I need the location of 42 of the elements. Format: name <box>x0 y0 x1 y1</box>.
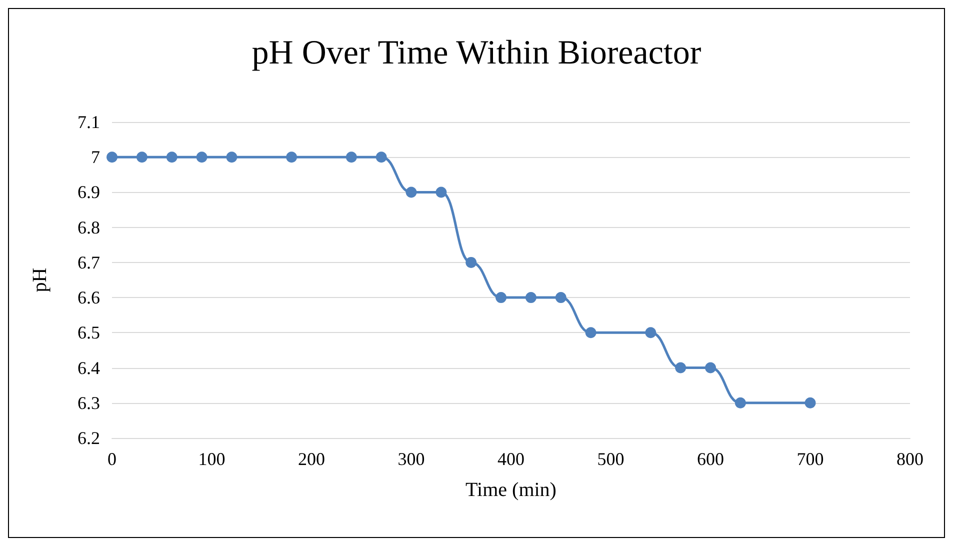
x-tick-label: 100 <box>198 449 226 469</box>
point <box>226 152 238 163</box>
point <box>804 397 816 408</box>
y-tick-label: 6.9 <box>78 182 100 202</box>
x-tick-label: 0 <box>108 449 116 469</box>
y-tick-label: 6.5 <box>78 322 100 343</box>
x-tick-label: 800 <box>896 449 924 469</box>
point <box>585 327 596 338</box>
point <box>734 397 746 408</box>
point <box>166 152 178 163</box>
y-tick-label: 6.3 <box>78 392 100 413</box>
y-tick-label: 6.6 <box>78 288 100 308</box>
point <box>675 362 686 374</box>
y-tick-label: 6.4 <box>78 358 100 378</box>
point <box>705 362 716 374</box>
point <box>645 327 656 338</box>
point <box>346 152 357 163</box>
x-tick-label: 500 <box>597 449 624 469</box>
chart-title: pH Over Time Within Bioreactor <box>252 34 702 72</box>
x-tick-label: 700 <box>796 449 824 469</box>
x-tick-label: 400 <box>498 449 524 469</box>
point <box>196 152 208 163</box>
y-tick-label: 6.7 <box>78 252 100 272</box>
y-tick-label: 7.1 <box>78 112 100 132</box>
x-tick-label: 600 <box>697 449 724 469</box>
y-tick-label: 7 <box>91 147 100 168</box>
point <box>406 186 417 198</box>
point <box>496 292 507 304</box>
y-axis-title: pH <box>29 268 51 292</box>
point <box>436 186 447 198</box>
point <box>136 152 148 163</box>
x-tick-label: 300 <box>398 449 425 469</box>
point <box>106 152 118 163</box>
point <box>466 256 477 268</box>
point <box>525 292 536 304</box>
point <box>555 292 566 304</box>
y-tick-label: 6.2 <box>78 428 100 448</box>
point <box>286 152 298 163</box>
x-tick-label: 200 <box>298 449 325 469</box>
y-tick-label: 6.8 <box>78 217 100 238</box>
point <box>376 152 387 163</box>
x-axis-title: Time (min) <box>466 479 556 501</box>
